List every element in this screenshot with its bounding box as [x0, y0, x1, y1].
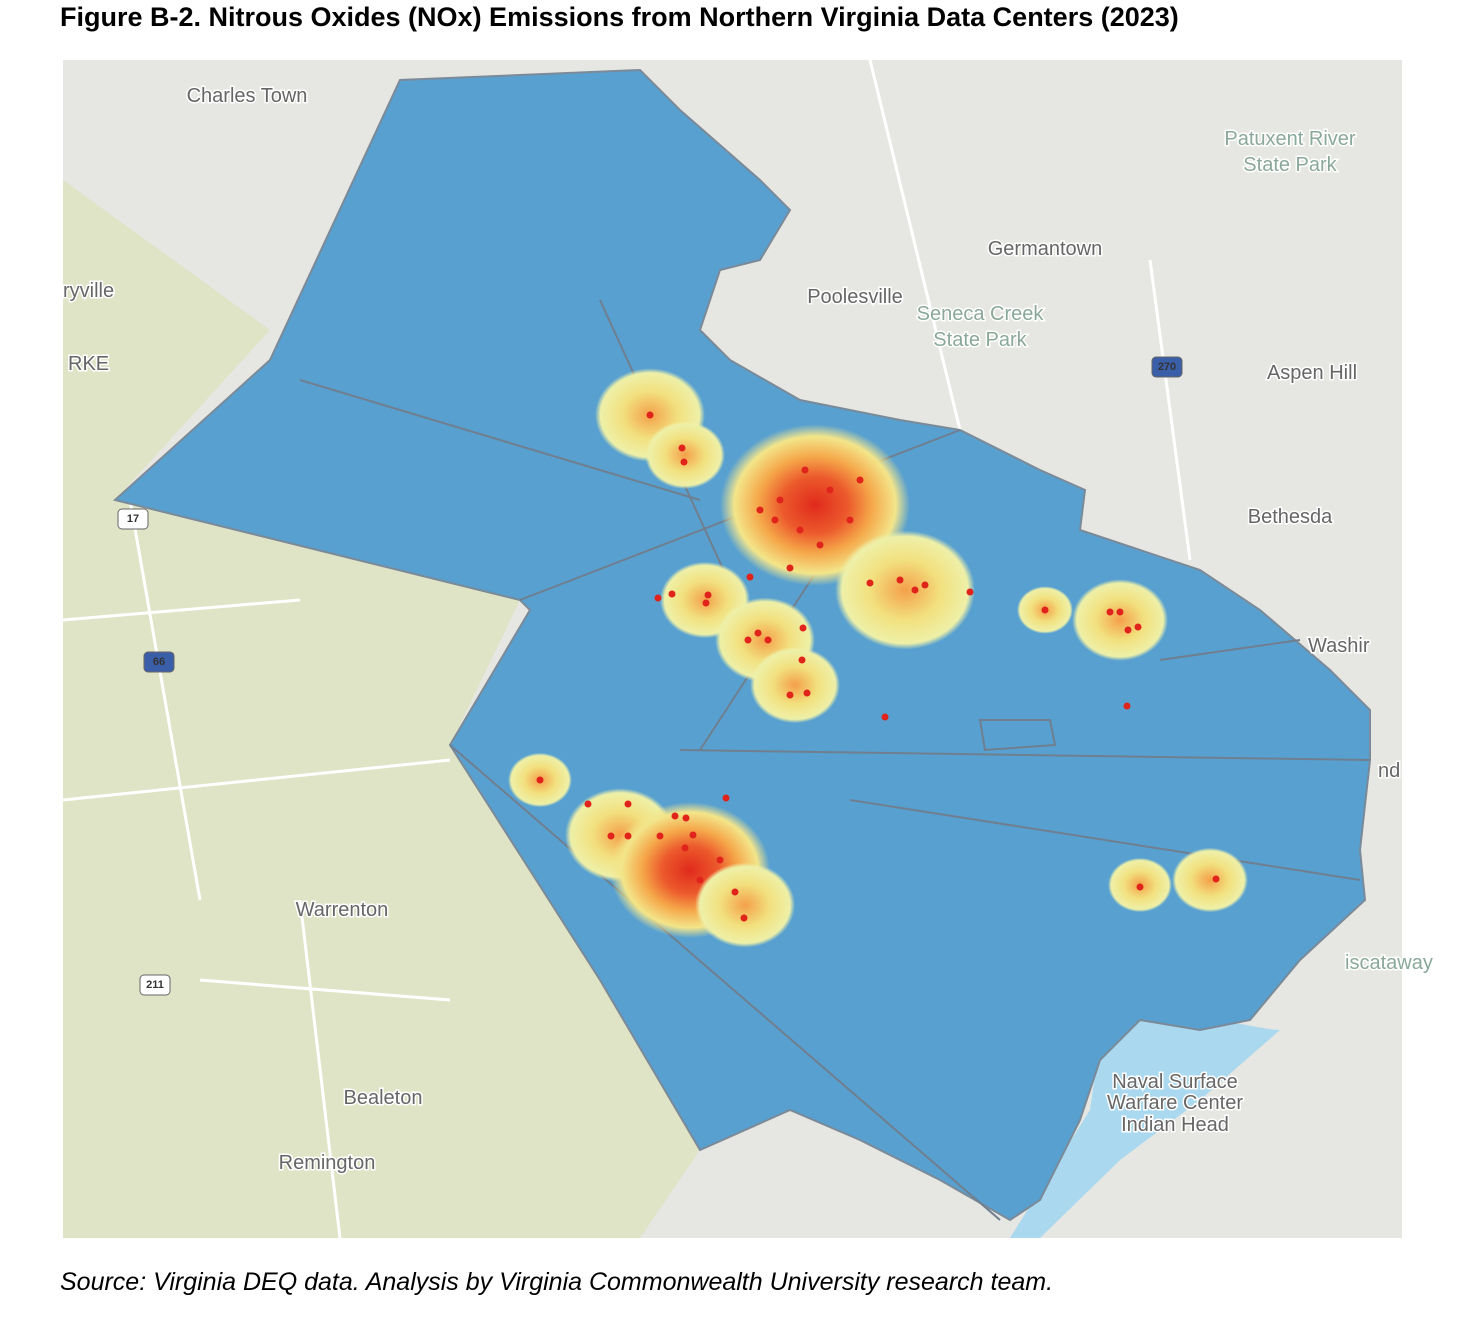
data-center-site — [646, 411, 654, 419]
place-label: Indian Head — [1121, 1114, 1229, 1136]
data-center-site — [801, 466, 809, 474]
data-center-site — [803, 689, 811, 697]
heat-spot — [1072, 579, 1168, 661]
place-label: Bealeton — [344, 1087, 423, 1109]
data-center-site — [786, 691, 794, 699]
heat-spot — [750, 646, 840, 724]
data-center-site — [744, 636, 752, 644]
data-center-site — [1136, 883, 1144, 891]
data-center-site — [866, 579, 874, 587]
data-center-site — [776, 496, 784, 504]
data-center-site — [656, 832, 664, 840]
data-center-site — [764, 636, 772, 644]
data-center-site — [896, 576, 904, 584]
place-label: Naval Surface — [1112, 1071, 1238, 1093]
data-center-site — [536, 776, 544, 784]
place-label: RKE — [68, 353, 109, 375]
data-center-site — [921, 581, 929, 589]
data-center-site — [799, 624, 807, 632]
place-label: nd — [1378, 760, 1400, 782]
data-center-site — [704, 591, 712, 599]
data-center-site — [680, 458, 688, 466]
road-shield-label: 270 — [1158, 361, 1176, 373]
data-center-site — [696, 876, 704, 884]
data-center-site — [786, 564, 794, 572]
data-center-site — [654, 594, 662, 602]
data-center-site — [731, 888, 739, 896]
data-center-site — [1116, 608, 1124, 616]
place-label: Warrenton — [296, 899, 389, 921]
data-center-site — [584, 800, 592, 808]
place-label: ryville — [63, 280, 114, 302]
potomac-river — [1010, 1014, 1280, 1238]
heat-spot — [1172, 847, 1248, 913]
road-shield — [143, 651, 175, 673]
place-label: Charles Town — [187, 85, 308, 107]
data-center-site — [702, 599, 710, 607]
heat-spot — [645, 421, 725, 489]
place-label: Bethesda — [1248, 506, 1333, 528]
data-center-site — [1212, 875, 1220, 883]
data-center-site — [798, 656, 806, 664]
data-center-site — [754, 629, 762, 637]
data-center-site — [1041, 606, 1049, 614]
data-center-site — [826, 486, 834, 494]
data-center-site — [1134, 623, 1142, 631]
data-center-site — [1123, 702, 1131, 710]
data-center-site — [911, 586, 919, 594]
data-center-site — [1106, 608, 1114, 616]
data-center-site — [740, 914, 748, 922]
place-label: State Park — [933, 329, 1027, 351]
place-label: Poolesville — [807, 286, 903, 308]
heat-layer — [508, 368, 1248, 948]
data-center-site — [624, 832, 632, 840]
place-label: Washir — [1308, 635, 1370, 657]
data-center-site — [678, 444, 686, 452]
data-center-site — [966, 588, 974, 596]
figure-title: Figure B-2. Nitrous Oxides (NOx) Emissio… — [60, 2, 1179, 32]
data-center-site — [746, 573, 754, 581]
map: Charles Town ryville RKE Patuxent River Stat… — [62, 59, 1435, 1239]
data-center-site — [671, 812, 679, 820]
place-label: State Park — [1243, 154, 1337, 176]
road-shield-label: 211 — [146, 979, 164, 991]
road-shield-label: 66 — [153, 656, 165, 668]
data-center-site — [624, 800, 632, 808]
data-center-site — [796, 526, 804, 534]
place-label: Seneca Creek — [917, 303, 1045, 325]
site-layer — [536, 411, 1220, 922]
data-center-site — [722, 794, 730, 802]
data-center-site — [771, 516, 779, 524]
road-shield — [1151, 356, 1183, 378]
road-shield-label: 17 — [127, 513, 139, 525]
data-center-site — [846, 516, 854, 524]
data-center-site — [756, 506, 764, 514]
place-label: Warfare Center — [1107, 1092, 1243, 1114]
place-label: Aspen Hill — [1267, 362, 1357, 384]
place-label: Germantown — [988, 238, 1103, 260]
place-label: Patuxent River — [1224, 128, 1356, 150]
source-note: Source: Virginia DEQ data. Analysis by V… — [60, 1268, 1054, 1296]
data-center-site — [689, 831, 697, 839]
data-center-site — [1124, 626, 1132, 634]
data-center-site — [682, 814, 690, 822]
data-center-site — [881, 713, 889, 721]
place-label: Remington — [279, 1152, 376, 1174]
heat-spot — [835, 530, 975, 650]
data-center-site — [716, 856, 724, 864]
virginia-land — [63, 180, 700, 1238]
place-label: iscataway — [1345, 952, 1433, 974]
heat-spot — [695, 862, 795, 948]
road-shield — [117, 508, 149, 530]
label-layer: Charles Town ryville RKE Patuxent River Stat… — [62, 84, 1435, 1176]
roads — [62, 59, 1192, 1239]
data-center-site — [816, 541, 824, 549]
data-center-site — [668, 590, 676, 598]
data-center-site — [856, 476, 864, 484]
data-center-site — [607, 832, 615, 840]
data-center-site — [681, 844, 689, 852]
road-shield — [139, 974, 171, 996]
